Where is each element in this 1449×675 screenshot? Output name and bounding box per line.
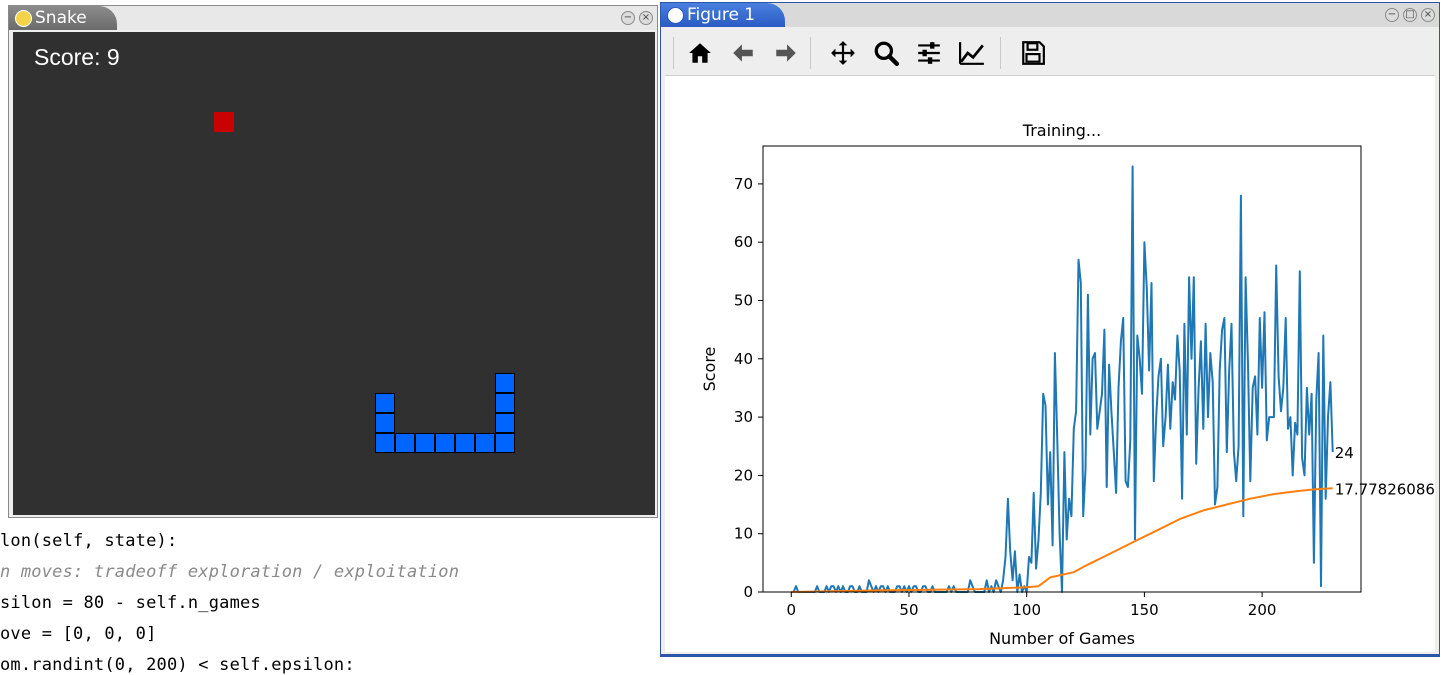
pan-icon[interactable]	[828, 38, 858, 68]
y-axis-label: Score	[700, 347, 719, 392]
zoom-icon[interactable]	[871, 38, 901, 68]
series-line-1	[791, 487, 1333, 593]
x-tick-label: 50	[899, 601, 918, 619]
toolbar-separator	[673, 37, 674, 69]
snake-segment	[495, 393, 515, 413]
edit-axis-icon[interactable]	[957, 38, 987, 68]
y-tick-label: 0	[743, 583, 753, 601]
y-tick-label: 20	[734, 466, 753, 484]
maximize-button[interactable]: □	[1403, 8, 1417, 22]
save-icon[interactable]	[1018, 38, 1048, 68]
figure-app-icon	[667, 7, 684, 24]
score-label: Score: 9	[34, 44, 120, 70]
minimize-button[interactable]: −	[621, 11, 635, 25]
series-end-label: 17.77826086	[1335, 480, 1435, 498]
x-tick-label: 200	[1248, 601, 1277, 619]
snake-title-tab[interactable]: Snake	[9, 6, 117, 30]
figure-canvas[interactable]: 24 17.77826086 0 50 100 150 200 0 10 20 30 40 50 60 70…	[665, 76, 1435, 652]
figure-window[interactable]: Figure 1 − □ ×	[660, 2, 1440, 657]
y-tick-label: 60	[734, 233, 753, 251]
chart-title: Training...	[1022, 121, 1101, 140]
training-chart: 24 17.77826086 0 50 100 150 200 0 10 20 30 40 50 60 70…	[700, 121, 1435, 648]
y-tick-label: 40	[734, 350, 753, 368]
configure-subplots-icon[interactable]	[914, 38, 944, 68]
home-icon[interactable]	[685, 38, 715, 68]
snake-segment	[375, 393, 395, 413]
snake-segment	[475, 433, 495, 453]
series-line-0	[791, 165, 1334, 593]
toolbar-separator	[810, 37, 811, 69]
snake-segment	[415, 433, 435, 453]
figure-titlebar[interactable]: Figure 1 − □ ×	[661, 3, 1439, 27]
snake-titlebar[interactable]: Snake − ×	[9, 6, 657, 30]
minimize-button[interactable]: −	[1385, 8, 1399, 22]
close-button[interactable]: ×	[1421, 8, 1435, 22]
window-title: Snake	[35, 8, 87, 28]
snake-segment	[495, 413, 515, 433]
forward-arrow-icon[interactable]	[771, 38, 801, 68]
code-line: ove = [0, 0, 0]	[0, 624, 157, 644]
pygame-icon	[15, 10, 32, 27]
x-tick-label: 0	[786, 601, 796, 619]
snake-window[interactable]: Snake − × Score: 9	[8, 5, 658, 518]
window-title: Figure 1	[687, 5, 756, 25]
figure-title-tab[interactable]: Figure 1	[661, 3, 786, 27]
snake-segment	[375, 433, 395, 453]
snake-segment	[375, 413, 395, 433]
code-line: lon(self, state):	[0, 531, 178, 551]
snake-segment	[455, 433, 475, 453]
snake-segment	[495, 433, 515, 453]
x-tick-label: 100	[1012, 601, 1041, 619]
snake-segment	[495, 373, 515, 393]
snake-segment	[435, 433, 455, 453]
food-block	[214, 112, 234, 132]
toolbar-separator	[1000, 37, 1001, 69]
x-tick-label: 150	[1130, 601, 1159, 619]
y-tick-label: 30	[734, 408, 753, 426]
matplotlib-toolbar	[665, 29, 1435, 76]
y-tick-label: 70	[734, 175, 753, 193]
y-tick-label: 50	[734, 291, 753, 309]
game-canvas[interactable]: Score: 9	[13, 32, 655, 515]
close-button[interactable]: ×	[639, 11, 653, 25]
series-end-label: 24	[1335, 444, 1354, 462]
code-line-comment: n moves: tradeoff exploration / exploita…	[0, 562, 460, 582]
plot-frame	[762, 145, 1362, 593]
x-axis-label: Number of Games	[989, 629, 1135, 648]
snake-segment	[395, 433, 415, 453]
back-arrow-icon[interactable]	[728, 38, 758, 68]
code-line: om.randint(0, 200) < self.epsilon:	[0, 655, 355, 675]
code-line: silon = 80 - self.n_games	[0, 593, 261, 613]
y-tick-label: 10	[734, 525, 753, 543]
